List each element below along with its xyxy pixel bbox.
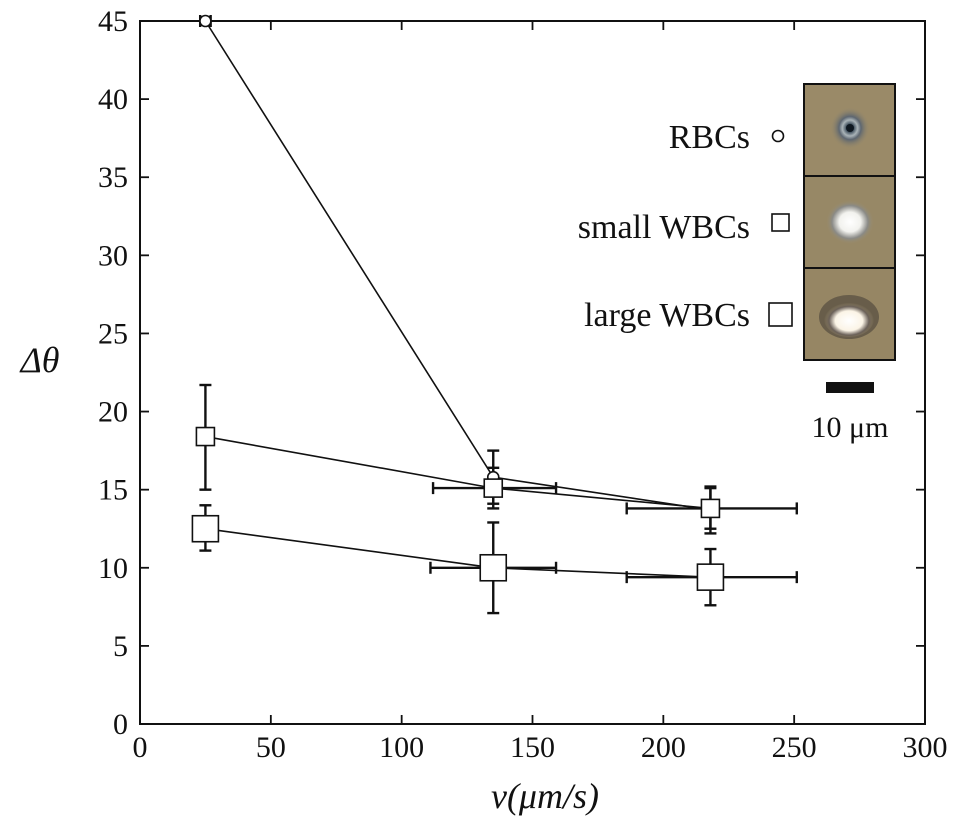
legend-item-small-wbcs: small WBCs: [578, 209, 790, 246]
scale-bar: [826, 382, 874, 393]
data-point-rbc: [199, 14, 212, 28]
y-tick-label: 5: [113, 630, 128, 663]
x-tick-label: 50: [256, 731, 286, 764]
y-tick-label: 0: [113, 708, 128, 741]
y-tick-label: 10: [98, 552, 128, 585]
legend-item-large-wbcs: large WBCs: [584, 297, 793, 334]
cell-images-border: [803, 83, 896, 361]
legend-label-large-wbcs: large WBCs: [584, 297, 750, 334]
data-point-large-wbc: [696, 563, 725, 591]
cell-image-large-wbc: [804, 268, 895, 360]
x-tick-label: 250: [772, 731, 817, 764]
cell-image-rbc: [804, 84, 895, 176]
x-tick-label: 0: [133, 731, 148, 764]
y-tick-label: 25: [98, 317, 128, 350]
x-tick-label: 300: [903, 731, 948, 764]
x-tick-label: 100: [379, 731, 424, 764]
x-tick-label: 200: [641, 731, 686, 764]
axis-tick-labels: 0 50 100 150 200 250 300 0 5 10 15 20 25 30 35 40 45: [98, 5, 948, 764]
legend-label-rbcs: RBCs: [669, 119, 750, 156]
legend: RBCs small WBCs large WBCs: [578, 83, 896, 444]
data-point-large-wbc: [479, 553, 508, 582]
legend-label-small-wbcs: small WBCs: [578, 209, 750, 246]
scale-bar-label: 10 μm: [812, 411, 889, 444]
legend-item-rbcs: RBCs: [669, 119, 785, 156]
cell-image-small-wbc: [804, 176, 895, 268]
legend-marker-square-icon: [771, 213, 790, 232]
series-line: [205, 527, 711, 578]
axis-ticks: [139, 20, 926, 725]
y-axis-title: Δθ: [19, 340, 60, 380]
x-tick-label: 150: [510, 731, 555, 764]
series-line: [204, 20, 711, 511]
y-tick-label: 15: [98, 474, 128, 507]
data-point-large-wbc: [191, 514, 220, 543]
legend-marker-large-square-icon: [768, 302, 793, 327]
series-layer: [191, 14, 798, 615]
data-point-small-wbc: [700, 498, 721, 519]
series-line: [205, 435, 711, 510]
y-tick-label: 40: [98, 83, 128, 116]
data-point-small-wbc: [483, 478, 504, 498]
y-tick-label: 45: [98, 5, 128, 38]
legend-marker-circle-icon: [771, 129, 785, 143]
data-point-small-wbc: [195, 426, 216, 447]
y-tick-label: 20: [98, 396, 128, 429]
x-axis-title: v(μm/s): [491, 776, 599, 816]
y-tick-label: 35: [98, 161, 128, 194]
y-tick-label: 30: [98, 239, 128, 272]
